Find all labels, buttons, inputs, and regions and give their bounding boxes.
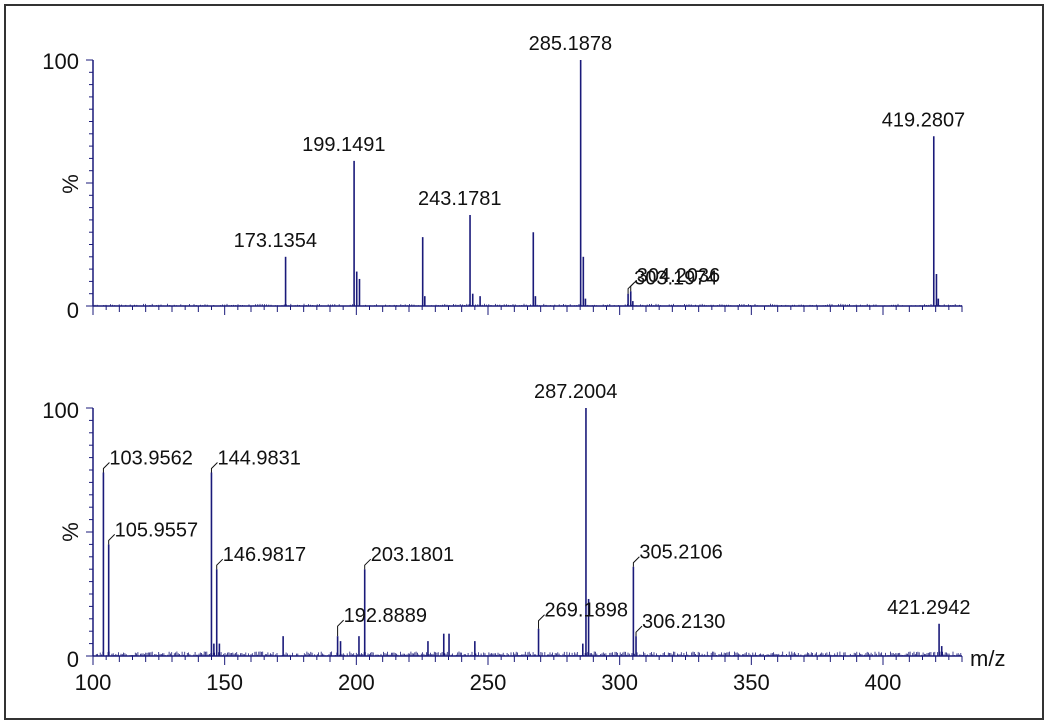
bottom-peak-labels: 103.9562 105.9557 144.9831 146.9817 192.8889… [102,381,970,637]
peak-label-connector [216,558,224,570]
bottom-x-tick-labels: 100 150 200 250 300 350 400 [75,670,902,695]
figure-frame [4,4,1044,720]
bottom-axes [86,407,963,665]
peak-label-connector [108,534,116,545]
peak-label: 144.9831 [217,447,300,469]
peak-label-connector [538,614,545,629]
peak-label: 192.8889 [344,605,427,627]
peak-label: 105.9557 [115,519,198,541]
bottom-peaks [102,408,943,656]
peak-label: 306.2130 [642,611,725,633]
peak-label: 303.1974 [634,268,717,290]
bottom-spectrum-panel: 103.9562 105.9557 144.9831 146.9817 192.8889… [42,381,1005,695]
peak-label: 305.2106 [639,542,722,564]
top-axes [86,59,963,315]
peak-label: 304.2036 [637,265,720,287]
x-tick-label: 100 [75,670,112,695]
peak-label: 269.1898 [545,600,628,622]
peak-label: 199.1491 [302,134,385,156]
peak-label-connector [635,625,643,637]
top-y-axis-label: % [58,174,83,194]
peak-label: 287.2004 [534,381,617,403]
peak-label-connector [364,558,372,570]
bottom-y-tick-0: 0 [67,647,79,672]
peak-label: 285.1878 [529,33,612,55]
peak-label-connector [630,279,638,292]
peak-label-connector [632,556,640,567]
peak-label-connector [102,462,110,473]
bottom-y-tick-100: 100 [42,398,79,423]
bottom-y-axis-label: % [58,522,83,542]
peak-label-connector [337,619,344,637]
top-peaks [284,60,940,306]
top-spectrum-panel: 173.1354 199.1491 243.1781 285.1878 303.1974… [42,33,965,323]
peak-label: 203.1801 [371,544,454,566]
x-tick-label: 300 [601,670,638,695]
peak-label: 173.1354 [234,230,317,252]
top-y-tick-0: 0 [67,298,79,323]
x-axis-label: m/z [970,646,1005,671]
peak-label: 419.2807 [882,109,965,131]
peak-label: 103.9562 [109,447,192,469]
top-y-tick-100: 100 [42,49,79,74]
x-tick-label: 150 [206,670,243,695]
x-tick-label: 250 [470,670,507,695]
x-tick-label: 350 [733,670,770,695]
top-peak-labels: 173.1354 199.1491 243.1781 285.1878 303.1974… [234,33,965,294]
peak-label: 243.1781 [418,188,501,210]
peak-label-connector [210,462,218,473]
peak-label: 421.2942 [887,597,970,619]
x-tick-label: 200 [338,670,375,695]
x-tick-label: 400 [865,670,902,695]
peak-label: 146.9817 [223,544,306,566]
